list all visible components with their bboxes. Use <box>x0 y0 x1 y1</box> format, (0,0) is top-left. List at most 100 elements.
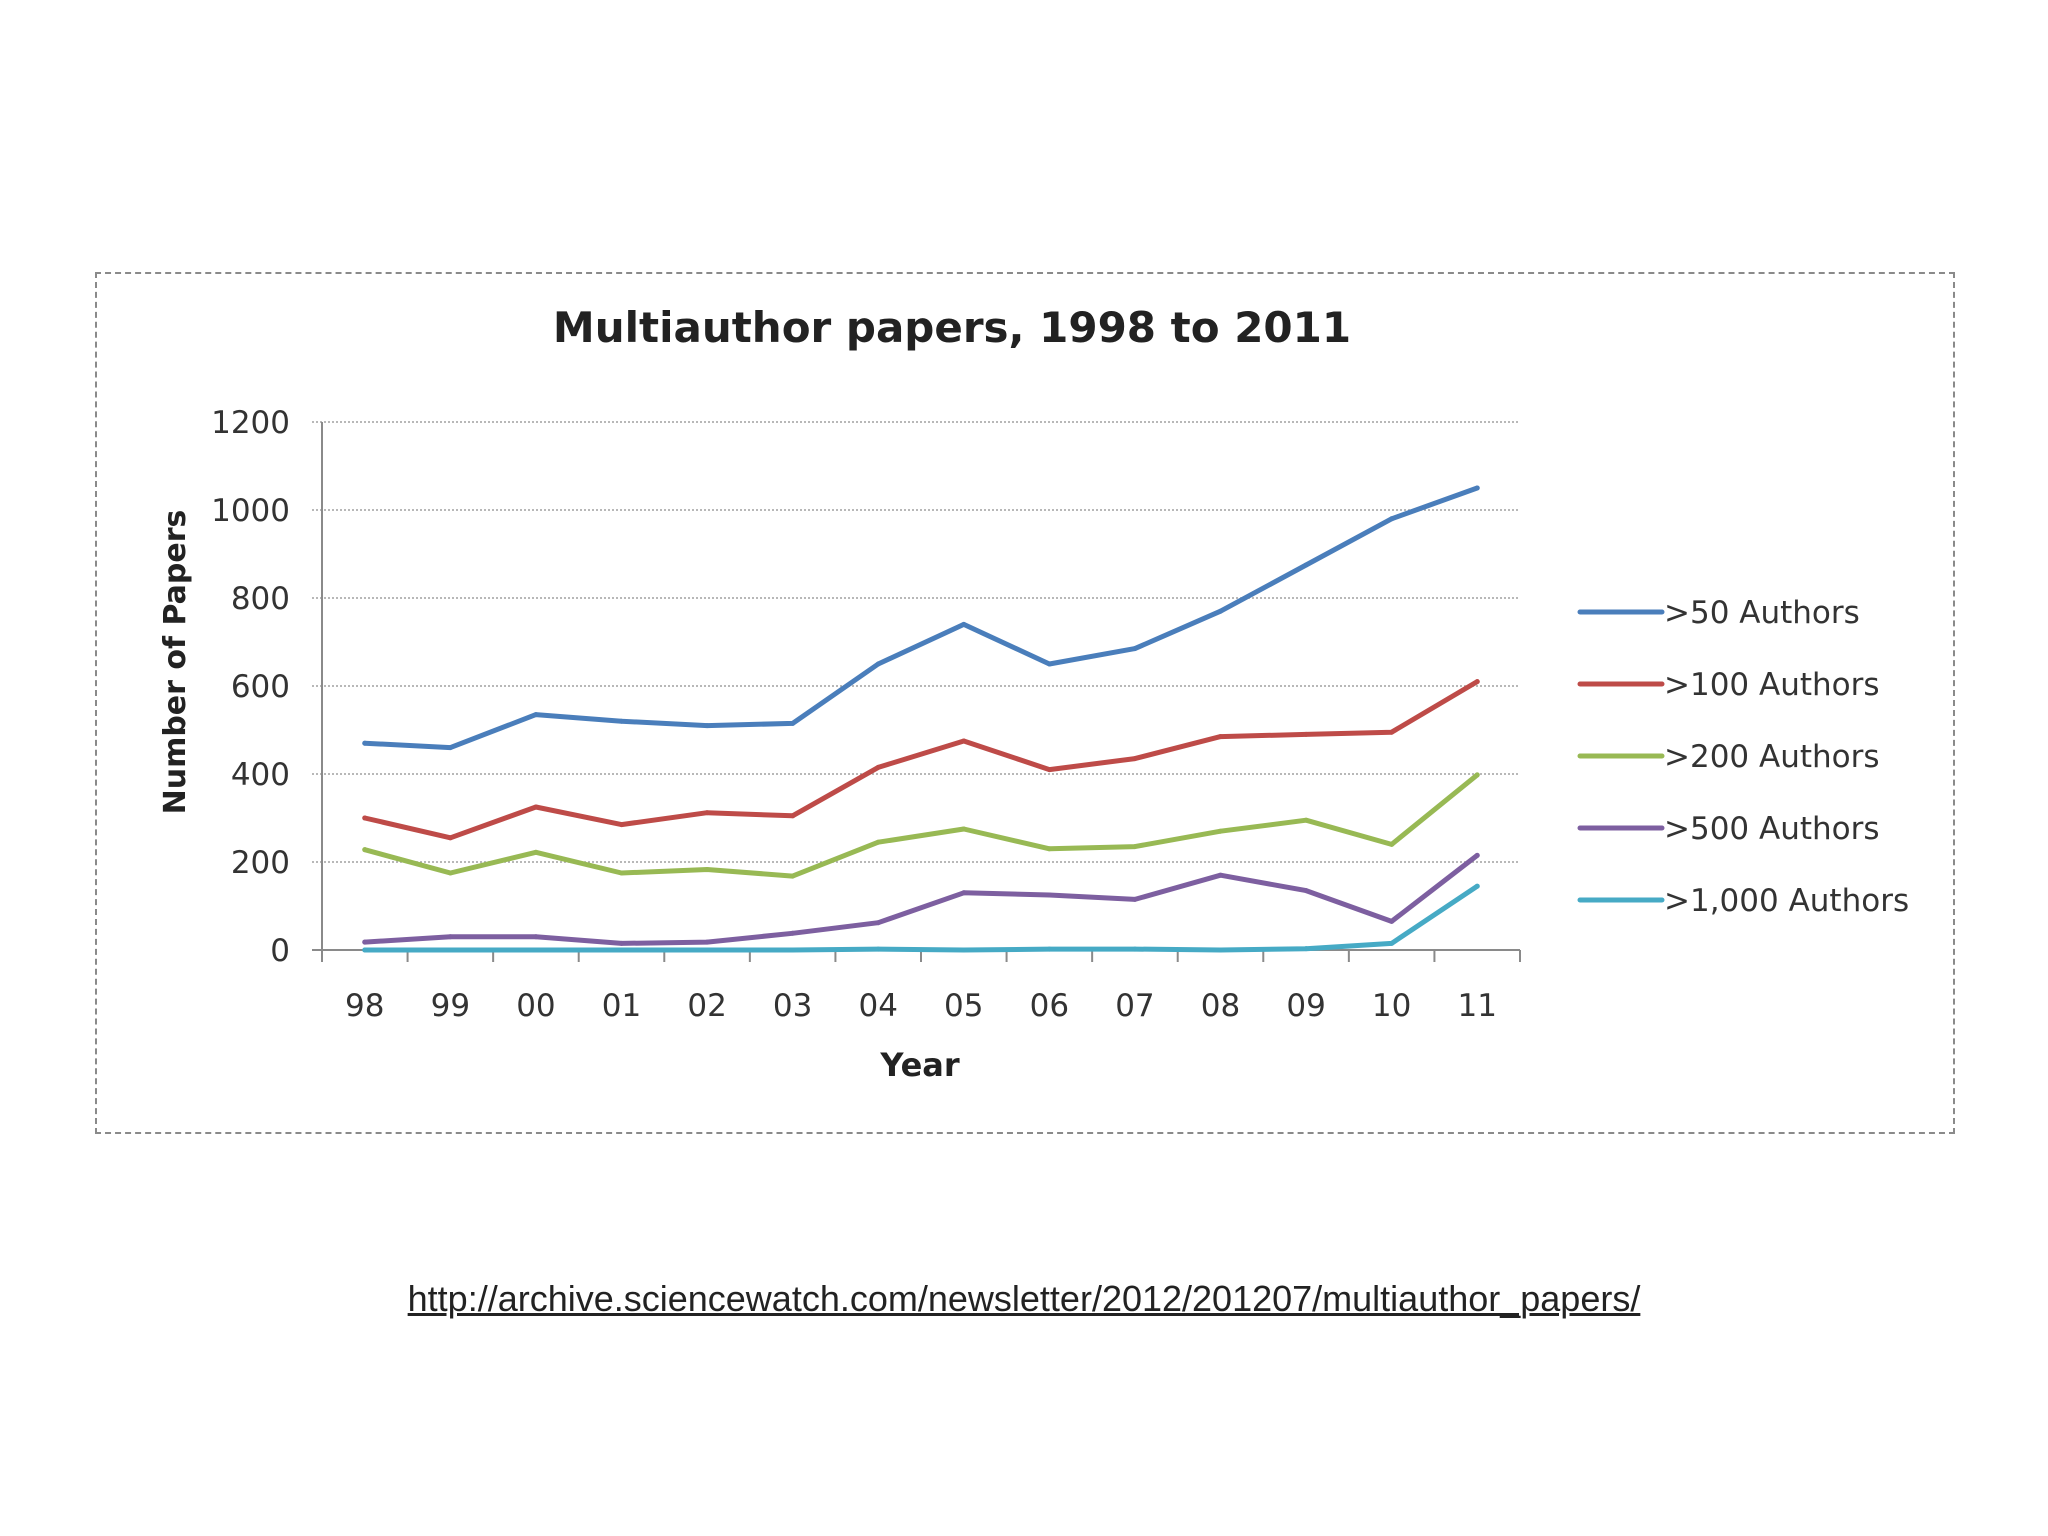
data-point <box>961 890 967 896</box>
legend-label: >50 Authors <box>1664 595 1860 631</box>
data-point <box>1218 608 1223 614</box>
legend-label: >1,000 Authors <box>1664 883 1909 919</box>
data-point <box>1046 846 1052 852</box>
x-tick-label: 05 <box>944 988 983 1024</box>
data-point <box>1389 940 1395 946</box>
x-tick-label: 06 <box>1030 988 1069 1024</box>
data-point <box>1303 888 1309 894</box>
series-line <box>362 485 1480 751</box>
x-tick-label: 09 <box>1286 988 1325 1024</box>
grid-lines <box>312 421 1520 951</box>
data-point <box>447 745 453 751</box>
x-tick-label: 99 <box>431 988 470 1024</box>
x-tick-label: 00 <box>516 988 555 1024</box>
data-point <box>790 947 796 953</box>
series-line <box>362 852 1480 946</box>
x-tick-label: 02 <box>687 988 726 1024</box>
y-tick-label: 1200 <box>211 405 290 441</box>
x-tick-label: 11 <box>1457 988 1496 1024</box>
data-point <box>1046 767 1052 773</box>
y-tick-label: 800 <box>231 581 290 617</box>
y-tick-label: 400 <box>231 757 290 793</box>
legend-label: >100 Authors <box>1664 667 1880 703</box>
data-point <box>704 723 710 729</box>
data-point <box>790 720 796 726</box>
data-point <box>1303 731 1309 737</box>
data-point <box>1132 896 1138 902</box>
data-point <box>1218 947 1223 953</box>
data-point <box>1474 852 1480 858</box>
data-point <box>533 804 539 810</box>
data-point <box>875 839 881 845</box>
series-lines <box>362 485 1480 953</box>
data-point <box>961 947 967 953</box>
data-point <box>1303 562 1309 568</box>
data-point <box>447 835 453 841</box>
data-point <box>1132 844 1138 850</box>
data-point <box>704 947 710 953</box>
data-point <box>790 930 796 936</box>
x-axis-label: Year <box>879 1046 960 1084</box>
y-axis-label: Number of Papers <box>158 510 193 815</box>
data-point <box>1474 485 1480 491</box>
data-point <box>619 718 624 724</box>
data-point <box>362 847 368 853</box>
data-point <box>619 940 624 946</box>
chart-title: Multiauthor papers, 1998 to 2011 <box>553 303 1351 352</box>
legend-label: >500 Authors <box>1664 811 1880 847</box>
data-point <box>1389 918 1395 924</box>
data-point <box>1132 646 1138 652</box>
data-point <box>1132 946 1138 952</box>
data-point <box>790 813 796 819</box>
legend: >50 Authors >100 Authors >200 Authors >500 … <box>1577 595 1909 919</box>
data-point <box>619 947 624 953</box>
data-point <box>1218 734 1223 740</box>
data-point <box>1303 946 1309 952</box>
data-point <box>533 849 539 855</box>
data-point <box>1218 828 1223 834</box>
axes: 0 200 400 600 800 1000 1200 98 99 00 01 02 03 04 05 06 0… <box>211 405 1521 1024</box>
x-tick-label: 08 <box>1201 988 1240 1024</box>
legend-label: >200 Authors <box>1664 739 1880 775</box>
data-point <box>704 810 710 816</box>
data-point <box>362 815 368 821</box>
data-point <box>1389 516 1395 522</box>
data-point <box>704 866 710 872</box>
data-point <box>619 870 624 876</box>
data-point <box>1046 661 1052 667</box>
data-point <box>533 712 539 718</box>
source-link[interactable]: http://archive.sciencewatch.com/newslett… <box>407 1278 1641 1319</box>
data-point <box>447 870 453 876</box>
data-point <box>875 764 881 770</box>
data-point <box>362 740 368 746</box>
data-point <box>961 738 967 744</box>
data-point <box>1474 772 1480 778</box>
data-point <box>619 822 624 828</box>
data-point <box>1303 817 1309 823</box>
data-point <box>1389 841 1395 847</box>
x-tick-label: 03 <box>773 988 812 1024</box>
data-point <box>961 826 967 832</box>
series-line <box>362 772 1480 879</box>
data-point <box>961 621 967 627</box>
y-tick-label: 0 <box>270 933 290 969</box>
data-point <box>447 934 453 940</box>
data-point <box>1132 756 1138 762</box>
x-tick-label: 98 <box>345 988 384 1024</box>
data-point <box>875 920 881 926</box>
data-point <box>447 947 453 953</box>
data-point <box>875 661 881 667</box>
x-tick-label: 07 <box>1115 988 1154 1024</box>
data-point <box>704 939 710 945</box>
x-tick-label: 10 <box>1372 988 1411 1024</box>
y-tick-label: 200 <box>231 845 290 881</box>
chart-frame <box>95 272 1955 1134</box>
data-point <box>533 947 539 953</box>
data-point <box>790 873 796 879</box>
data-point <box>362 939 368 945</box>
data-point <box>362 947 368 953</box>
data-point <box>1046 892 1052 898</box>
data-point <box>1389 729 1395 735</box>
data-point <box>1474 883 1480 889</box>
